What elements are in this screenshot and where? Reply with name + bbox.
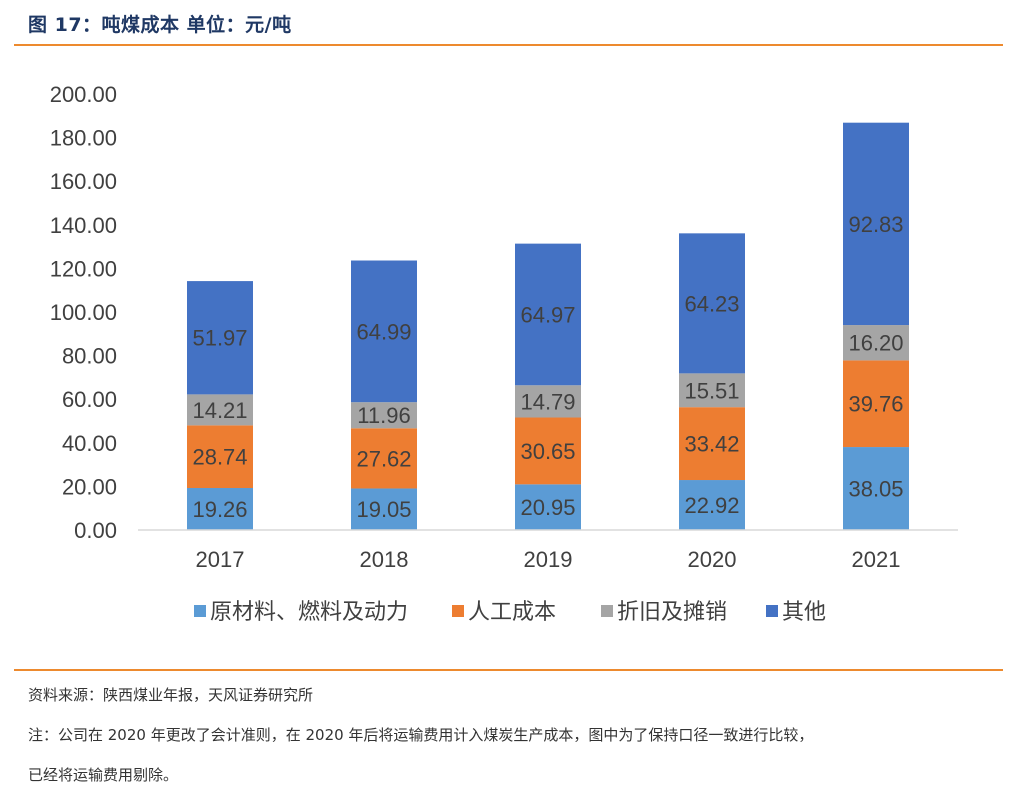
- y-tick-label: 60.00: [62, 387, 117, 412]
- legend-label: 原材料、燃料及动力: [210, 600, 408, 625]
- bar-segment: [351, 260, 417, 403]
- footnote-line-1: 注：公司在 2020 年更改了会计准则，在 2020 年后将运输费用计入煤炭生产…: [28, 726, 814, 744]
- data-label: 14.21: [192, 398, 247, 423]
- y-tick-label: 160.00: [50, 169, 117, 194]
- data-label: 27.62: [356, 446, 411, 471]
- data-label: 33.42: [684, 432, 739, 457]
- bar-segment: [351, 428, 417, 489]
- x-tick-label: 2019: [524, 547, 573, 572]
- data-label: 14.79: [520, 389, 575, 414]
- legend-swatch: [452, 605, 464, 617]
- data-label: 19.26: [192, 497, 247, 522]
- bar-segment: [515, 484, 581, 530]
- bar-segment: [679, 480, 745, 530]
- data-label: 38.05: [848, 477, 903, 502]
- data-label: 64.23: [684, 291, 739, 316]
- y-tick-label: 40.00: [62, 431, 117, 456]
- bar-segment: [187, 281, 253, 395]
- data-label: 30.65: [520, 439, 575, 464]
- bar-segment: [187, 488, 253, 530]
- bar-segment: [843, 325, 909, 361]
- y-tick-label: 80.00: [62, 344, 117, 369]
- stacked-bar-chart: 0.00 20.00 40.00 60.00 80.00 100.00 120.00 140.…: [50, 82, 958, 625]
- top-divider: [14, 44, 1003, 46]
- x-tick-label: 2021: [852, 547, 901, 572]
- x-axis: 2017 2018 2019 2020 2021: [138, 529, 958, 572]
- bar-segment: [843, 122, 909, 326]
- data-label: 20.95: [520, 495, 575, 520]
- y-tick-label: 100.00: [50, 300, 117, 325]
- data-label: 64.97: [520, 302, 575, 327]
- bottom-divider: [14, 669, 1003, 671]
- y-tick-label: 0.00: [74, 518, 117, 543]
- bar-segment: [187, 425, 253, 489]
- y-tick-label: 200.00: [50, 82, 117, 107]
- data-label: 64.99: [356, 319, 411, 344]
- bar-segment: [843, 360, 909, 448]
- data-label: 11.96: [357, 403, 410, 428]
- bar-segment: [515, 417, 581, 485]
- bar-segment: [187, 394, 253, 426]
- bars: 19.26 28.74 14.21 51.97 19.05 27.62 11.96 64.99…: [187, 122, 909, 530]
- bar-segment: [679, 373, 745, 408]
- legend-swatch: [766, 605, 778, 617]
- data-label: 19.05: [356, 497, 411, 522]
- y-tick-label: 20.00: [62, 474, 117, 499]
- x-tick-label: 2017: [196, 547, 245, 572]
- bar-segment: [679, 233, 745, 374]
- legend-label: 折旧及摊销: [617, 600, 727, 625]
- bar-segment: [351, 488, 417, 530]
- data-label: 39.76: [848, 392, 903, 417]
- legend: 原材料、燃料及动力 人工成本 折旧及摊销 其他: [194, 600, 826, 625]
- legend-swatch: [194, 605, 206, 617]
- data-label: 16.20: [848, 331, 903, 356]
- legend-label: 人工成本: [468, 600, 556, 625]
- data-label: 22.92: [684, 493, 739, 518]
- x-tick-label: 2020: [688, 547, 737, 572]
- bar-segment: [515, 243, 581, 386]
- bar-segment: [351, 402, 417, 429]
- source-note: 资料来源：陕西煤业年报，天风证券研究所: [28, 686, 314, 704]
- bar-segment: [515, 385, 581, 418]
- x-tick-label: 2018: [360, 547, 409, 572]
- data-label: 15.51: [684, 378, 739, 403]
- legend-swatch: [601, 605, 613, 617]
- data-label: 92.83: [848, 212, 903, 237]
- figure-title: 图 17：吨煤成本 单位：元/吨: [28, 14, 292, 36]
- bar-segment: [843, 447, 909, 530]
- y-tick-label: 120.00: [50, 256, 117, 281]
- y-tick-label: 140.00: [50, 213, 117, 238]
- legend-label: 其他: [782, 600, 826, 625]
- data-label: 28.74: [192, 445, 247, 470]
- footnote-line-2: 已经将运输费用剔除。: [28, 766, 179, 784]
- data-label: 51.97: [192, 326, 247, 351]
- y-tick-label: 180.00: [50, 126, 117, 151]
- y-axis: 0.00 20.00 40.00 60.00 80.00 100.00 120.00 140.…: [50, 82, 117, 543]
- bar-segment: [679, 407, 745, 481]
